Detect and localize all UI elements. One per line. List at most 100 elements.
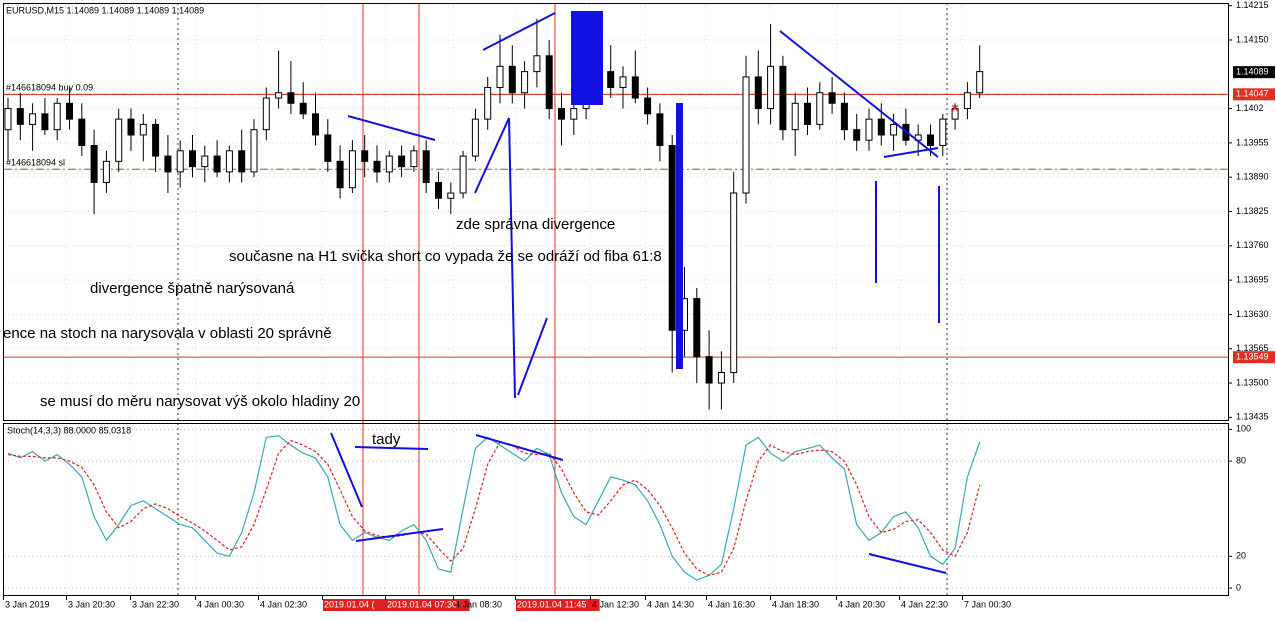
- y-tick-label: 1.13825: [1236, 206, 1269, 216]
- candle-body: [201, 155, 209, 168]
- candle-body: [619, 76, 627, 88]
- candle-body: [976, 71, 984, 94]
- y-tick-label: 0: [1236, 582, 1241, 592]
- price-box: [1233, 351, 1275, 364]
- candle-body: [730, 192, 738, 373]
- candle-body: [262, 97, 270, 131]
- candle-body: [840, 102, 848, 131]
- stoch-main: [7, 435, 981, 581]
- candle-body: [435, 181, 442, 199]
- order-label: #146618094 buy 0.09: [6, 83, 93, 93]
- time-highlight: [386, 599, 470, 611]
- candle-body: [41, 113, 49, 131]
- candle-body: [644, 97, 652, 115]
- candle-body: [373, 160, 381, 173]
- candle-body: [312, 113, 319, 136]
- y-tick-label: 100: [1236, 424, 1251, 434]
- candle-body: [29, 113, 37, 125]
- annotation: se musí do měru narysovat výš okolo hlad…: [40, 393, 360, 410]
- trendline: [347, 115, 436, 141]
- close-mark: ×: [951, 100, 959, 115]
- candle-body: [324, 134, 332, 162]
- x-tick-label: 4 Jan 14:30: [647, 599, 694, 609]
- x-tick-label: 4 Jan 00:30: [197, 599, 244, 609]
- y-tick-label: 1.13565: [1236, 343, 1269, 353]
- axes: 1.14215 1.14150 1.1402 1.13955 1.13890 1.1382…: [3, 0, 1275, 611]
- candle-body: [656, 113, 664, 147]
- x-tick-label: 4 Jan 02:30: [260, 599, 307, 609]
- x-tick-label: 7 Jan 00:30: [964, 599, 1011, 609]
- trendline: [355, 528, 444, 542]
- candle-body: [189, 150, 196, 168]
- candle-body: [927, 134, 934, 147]
- candle-body: [558, 108, 565, 120]
- candle-body: [877, 118, 885, 136]
- x-tick-label: 4 Jan 22:30: [901, 599, 948, 609]
- y-tick-label: 1.13500: [1236, 377, 1269, 387]
- x-tick-label: 4 Jan 12:30: [592, 599, 639, 609]
- y-tick-label: 1.14215: [1236, 0, 1269, 10]
- candle-body: [570, 108, 578, 120]
- price-box: [1233, 88, 1275, 101]
- y-tick-label: 1.13695: [1236, 274, 1269, 284]
- annotation: zde správna divergence: [456, 216, 615, 233]
- candle-body: [767, 65, 775, 110]
- drawings: [330, 12, 947, 574]
- candle-body: [127, 118, 135, 136]
- header: EURUSD,M15 1.14089 1.14089 1.14089 1.140…: [6, 5, 204, 15]
- candle-body: [508, 65, 516, 94]
- y-tick-label: 1.1402: [1236, 103, 1264, 113]
- candle-body: [398, 155, 406, 168]
- candle-body: [779, 65, 787, 131]
- candle-body: [791, 102, 799, 131]
- y-tick-label: 20: [1236, 551, 1246, 561]
- candle-body: [447, 192, 455, 199]
- candle-body: [102, 160, 110, 183]
- candle-body: [890, 123, 898, 136]
- candle-body: [963, 92, 971, 110]
- annotation: divergence špatně narýsovaná: [90, 280, 295, 297]
- y-tick-label: 1.13760: [1236, 240, 1269, 250]
- candle-body: [865, 118, 873, 141]
- trendline: [330, 432, 363, 508]
- candle-body: [816, 92, 824, 125]
- annotation: současne na H1 svička short co vypada že…: [229, 248, 662, 265]
- price-label: 1.14089: [1236, 67, 1269, 77]
- order-label: #146618094 sl: [6, 158, 65, 168]
- y-tick-label: 1.13890: [1236, 172, 1269, 182]
- candle-body: [250, 129, 258, 173]
- candle-body: [693, 298, 701, 358]
- trendline: [482, 12, 556, 51]
- candle-body: [152, 123, 160, 157]
- candle-body: [939, 118, 947, 147]
- candle-body: [422, 150, 430, 183]
- candle-body: [484, 86, 492, 120]
- trendline: [883, 147, 939, 158]
- candle-body: [607, 71, 615, 88]
- candle-body: [754, 76, 762, 110]
- time-highlight: [323, 599, 387, 611]
- x-tick-label: 3 Jan 20:30: [68, 599, 115, 609]
- x-tick-label: 2019.01.04 11:45: [517, 599, 586, 609]
- price-label: 1.14047: [1236, 89, 1269, 99]
- candle-body: [668, 145, 676, 331]
- x-tick-label: 3 Jan 2019: [5, 599, 50, 609]
- candle-body: [176, 150, 184, 173]
- trendline: [474, 117, 510, 194]
- candle-body: [66, 102, 73, 120]
- levels: #146618094 buy 0.09 #146618094 sl: [4, 83, 1228, 358]
- candle-body: [471, 118, 479, 157]
- candle-body: [705, 356, 713, 384]
- grid: [3, 3, 1228, 596]
- candle-body: [521, 71, 529, 94]
- candle-body: [238, 150, 246, 173]
- candle-body: [853, 129, 861, 141]
- candle-body: [90, 145, 98, 183]
- candle-body: [299, 102, 307, 115]
- annotation: ence na stoch na narysovala v oblasti 20…: [3, 325, 332, 342]
- candle-body: [631, 76, 639, 99]
- x-tick-label: 4 Jan 20:30: [838, 599, 885, 609]
- candle-body: [533, 55, 541, 73]
- highlight-box: [676, 103, 683, 369]
